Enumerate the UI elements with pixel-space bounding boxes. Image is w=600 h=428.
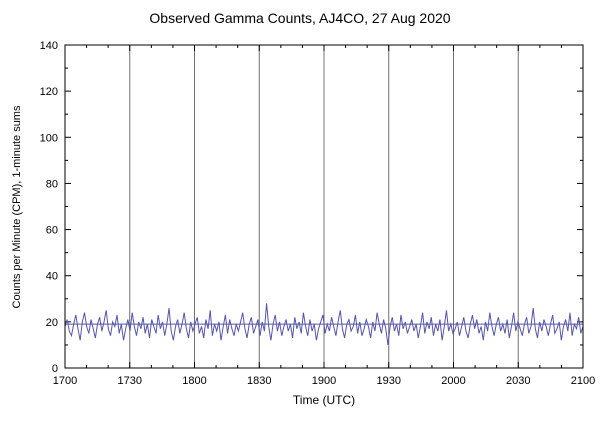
svg-text:120: 120 [40, 86, 58, 98]
svg-text:1930: 1930 [377, 375, 401, 387]
svg-text:1800: 1800 [182, 375, 206, 387]
svg-text:1830: 1830 [247, 375, 271, 387]
svg-text:100: 100 [40, 132, 58, 144]
svg-text:60: 60 [46, 225, 58, 237]
chart-title: Observed Gamma Counts, AJ4CO, 27 Aug 202… [149, 10, 451, 26]
svg-text:1730: 1730 [118, 375, 142, 387]
x-axis-label: Time (UTC) [292, 393, 356, 407]
svg-text:2000: 2000 [441, 375, 465, 387]
svg-text:140: 140 [40, 40, 58, 52]
svg-text:20: 20 [46, 317, 58, 329]
svg-text:1900: 1900 [312, 375, 336, 387]
svg-text:0: 0 [52, 363, 58, 375]
svg-text:2030: 2030 [506, 375, 530, 387]
svg-text:1700: 1700 [53, 375, 77, 387]
y-axis-label: Counts per Minute (CPM), 1-minute sums [11, 105, 23, 309]
svg-text:80: 80 [46, 178, 58, 190]
svg-text:40: 40 [46, 271, 58, 283]
svg-text:2100: 2100 [571, 375, 595, 387]
